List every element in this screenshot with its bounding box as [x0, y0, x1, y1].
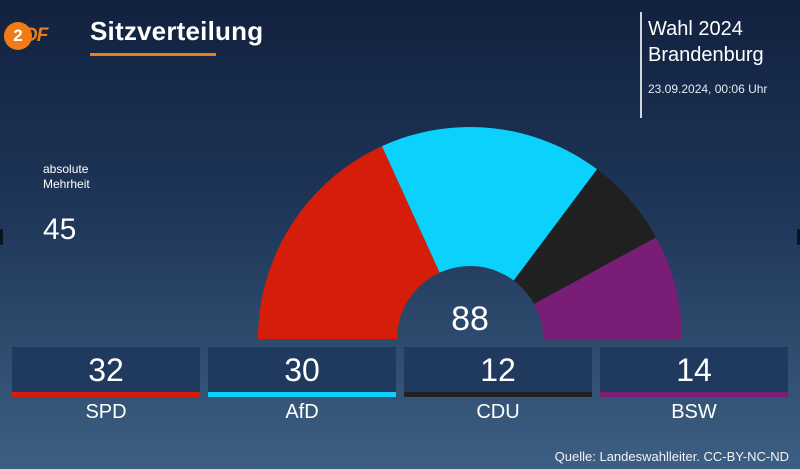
scroll-right-handle[interactable] [797, 229, 800, 245]
party-color-bar-bsw [600, 392, 788, 397]
timestamp: 23.09.2024, 00:06 Uhr [648, 82, 768, 96]
segment-afd [381, 127, 598, 281]
hemicycle-segments [258, 127, 682, 339]
page-title: Sitzverteilung [90, 16, 264, 46]
seat-count-bsw: 14 [676, 352, 712, 388]
party-box-afd: 30 [208, 347, 396, 397]
party-box-spd: 32 [12, 347, 200, 397]
majority-label-line2: Mehrheit [43, 177, 90, 191]
party-name-bsw: BSW [671, 401, 717, 423]
segment-cdu [513, 169, 657, 305]
majority-label: absolute Mehrheit [43, 162, 90, 192]
logo-mark: 2 [4, 22, 32, 50]
seat-count-afd: 30 [284, 352, 320, 388]
seat-count-spd: 32 [88, 352, 124, 388]
election-region: Brandenburg [648, 44, 764, 66]
party-name-cdu: CDU [476, 401, 520, 423]
seat-count-cdu: 12 [480, 352, 516, 388]
party-color-bar-cdu [404, 392, 592, 397]
party-name-afd: AfD [285, 401, 319, 423]
election-title: Wahl 2024 [648, 18, 743, 40]
party-color-bar-spd [12, 392, 200, 397]
source-credit: Quelle: Landeswahlleiter. CC-BY-NC-ND [554, 449, 789, 464]
party-box-cdu: 12 [404, 347, 592, 397]
party-box-bsw: 14 [600, 347, 788, 397]
scroll-left-handle[interactable] [0, 229, 3, 245]
segment-spd [258, 146, 440, 339]
title-underline [90, 53, 216, 56]
zdf-logo: 2 DF [4, 22, 60, 50]
segment-bsw [534, 237, 682, 339]
election-name: Wahl 2024 Brandenburg [648, 16, 764, 68]
majority-label-line1: absolute [43, 162, 89, 176]
total-seats-label: 88 [451, 300, 489, 338]
party-color-bar-afd [208, 392, 396, 397]
header-divider [640, 12, 642, 118]
logo-text: DF [24, 25, 48, 46]
majority-value: 45 [43, 213, 77, 246]
party-name-spd: SPD [85, 401, 127, 423]
